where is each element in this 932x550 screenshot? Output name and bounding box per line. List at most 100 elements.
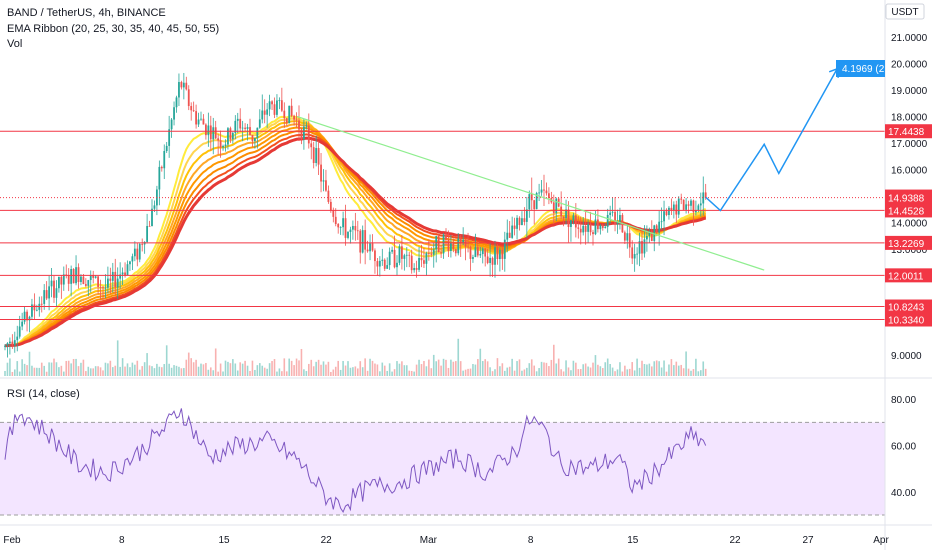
candle-body: [369, 243, 371, 252]
candle-body: [418, 257, 420, 270]
candle-body: [258, 119, 261, 128]
volume-bar: [452, 361, 455, 376]
candle-body: [222, 145, 224, 148]
candle-body: [650, 231, 653, 241]
candle-body: [89, 274, 92, 281]
volume-bar: [530, 359, 533, 376]
volume-bar: [606, 358, 609, 376]
volume-bar: [396, 361, 398, 376]
volume-bar: [322, 361, 325, 376]
volume-bar: [677, 365, 680, 376]
candle-body: [702, 192, 705, 204]
volume-bar: [700, 370, 702, 376]
volume-bar: [437, 359, 440, 376]
volume-bar: [85, 371, 87, 376]
volume-bar: [298, 360, 300, 376]
trendline-group[interactable]: [296, 115, 765, 271]
candle-body: [403, 255, 406, 259]
candle-body: [325, 180, 327, 191]
candle-body: [614, 211, 616, 225]
candle-body: [175, 97, 178, 108]
volume-bar: [161, 367, 163, 376]
candle-body: [214, 127, 217, 139]
horizontal-levels[interactable]: [0, 130, 885, 320]
candle-body: [506, 232, 509, 240]
volume-bar: [153, 368, 156, 376]
volume-bar: [682, 368, 685, 376]
candle-body: [207, 125, 210, 136]
candle-body: [381, 259, 384, 261]
volume-bar: [401, 361, 403, 376]
candle-body: [442, 234, 445, 254]
candle-body: [146, 225, 148, 242]
candle-body: [570, 220, 572, 227]
volume-bar: [65, 360, 68, 376]
candle-body: [266, 109, 269, 115]
time-tick-label: 27: [802, 535, 814, 546]
volume-bar: [288, 358, 290, 376]
projection-line[interactable]: [705, 68, 838, 212]
volume-bar: [597, 364, 599, 376]
candle-body: [239, 118, 242, 129]
volume-bar: [222, 371, 224, 376]
volume-bar: [660, 367, 663, 376]
volume-bar: [87, 366, 90, 376]
volume-bar: [624, 365, 626, 376]
volume-bar: [200, 363, 202, 376]
volume-bar: [513, 370, 516, 376]
candle-body: [606, 214, 609, 227]
volume-bar: [214, 348, 217, 376]
volume-bar: [577, 369, 580, 376]
volume-bar: [665, 371, 668, 376]
currency-badge[interactable]: [885, 3, 925, 20]
volume-bar: [26, 365, 28, 376]
candle-body: [26, 311, 28, 321]
candle-body: [413, 267, 416, 271]
volume-bar: [327, 361, 330, 376]
price-tag-label: 10.3340: [888, 315, 925, 326]
volume-bar: [455, 361, 457, 376]
volume-bar: [9, 358, 11, 376]
candle-body: [278, 100, 281, 102]
candle-body: [415, 267, 418, 270]
candle-body: [165, 145, 168, 152]
volume-bar: [256, 365, 259, 376]
trendline[interactable]: [296, 115, 765, 271]
candle-body: [227, 128, 229, 145]
volume-bar: [604, 362, 607, 376]
volume-bar: [165, 345, 168, 376]
volume-bar: [266, 368, 268, 376]
volume-bar: [175, 365, 178, 376]
volume-bar: [366, 370, 369, 376]
candle-body: [202, 118, 205, 125]
volume-bar: [442, 358, 445, 376]
volume-bar: [192, 362, 195, 376]
volume-bar: [347, 361, 349, 376]
volume-bar: [232, 359, 234, 376]
volume-bar: [379, 371, 381, 376]
candle-body: [398, 246, 401, 263]
volume-bar: [474, 364, 477, 376]
candle-body: [356, 230, 359, 232]
candle-body: [310, 143, 313, 148]
volume-bar: [658, 361, 660, 376]
candle-body: [109, 278, 112, 281]
rsi-tick-label: 80.00: [891, 395, 916, 406]
volume-bar: [675, 361, 678, 376]
candle-body: [138, 244, 141, 260]
volume-bar: [131, 362, 134, 376]
candle-body: [163, 151, 166, 169]
rsi-line: [4, 408, 707, 513]
candle-body: [285, 118, 288, 124]
volume-bar: [102, 370, 104, 376]
candle-body: [200, 118, 202, 120]
candle-body: [107, 278, 109, 288]
volume-bar: [430, 368, 433, 376]
legend-ema: EMA Ribbon (20, 25, 30, 35, 40, 45, 50, …: [7, 23, 219, 35]
candle-body: [121, 272, 124, 275]
price-tag-label: 14.4528: [888, 206, 925, 217]
volume-bar: [143, 362, 146, 376]
volume-bar: [643, 364, 646, 376]
candle-body: [479, 254, 482, 256]
